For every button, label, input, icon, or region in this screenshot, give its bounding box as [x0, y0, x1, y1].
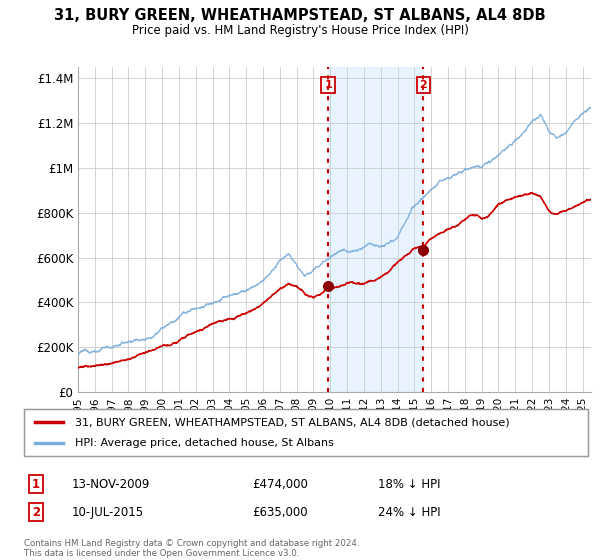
Bar — [328, 67, 424, 392]
Text: 13-NOV-2009: 13-NOV-2009 — [72, 478, 151, 491]
Text: 18% ↓ HPI: 18% ↓ HPI — [378, 478, 440, 491]
Text: HPI: Average price, detached house, St Albans: HPI: Average price, detached house, St A… — [75, 438, 334, 448]
Text: 2: 2 — [419, 80, 427, 90]
Text: Price paid vs. HM Land Registry's House Price Index (HPI): Price paid vs. HM Land Registry's House … — [131, 24, 469, 36]
Text: Contains HM Land Registry data © Crown copyright and database right 2024.
This d: Contains HM Land Registry data © Crown c… — [24, 539, 359, 558]
Text: 1: 1 — [324, 80, 332, 90]
Text: 31, BURY GREEN, WHEATHAMPSTEAD, ST ALBANS, AL4 8DB (detached house): 31, BURY GREEN, WHEATHAMPSTEAD, ST ALBAN… — [75, 417, 509, 427]
Text: £635,000: £635,000 — [252, 506, 308, 519]
Text: 24% ↓ HPI: 24% ↓ HPI — [378, 506, 440, 519]
Text: 31, BURY GREEN, WHEATHAMPSTEAD, ST ALBANS, AL4 8DB: 31, BURY GREEN, WHEATHAMPSTEAD, ST ALBAN… — [54, 8, 546, 24]
Text: 10-JUL-2015: 10-JUL-2015 — [72, 506, 144, 519]
Text: 1: 1 — [32, 478, 40, 491]
Text: 2: 2 — [32, 506, 40, 519]
Text: £474,000: £474,000 — [252, 478, 308, 491]
